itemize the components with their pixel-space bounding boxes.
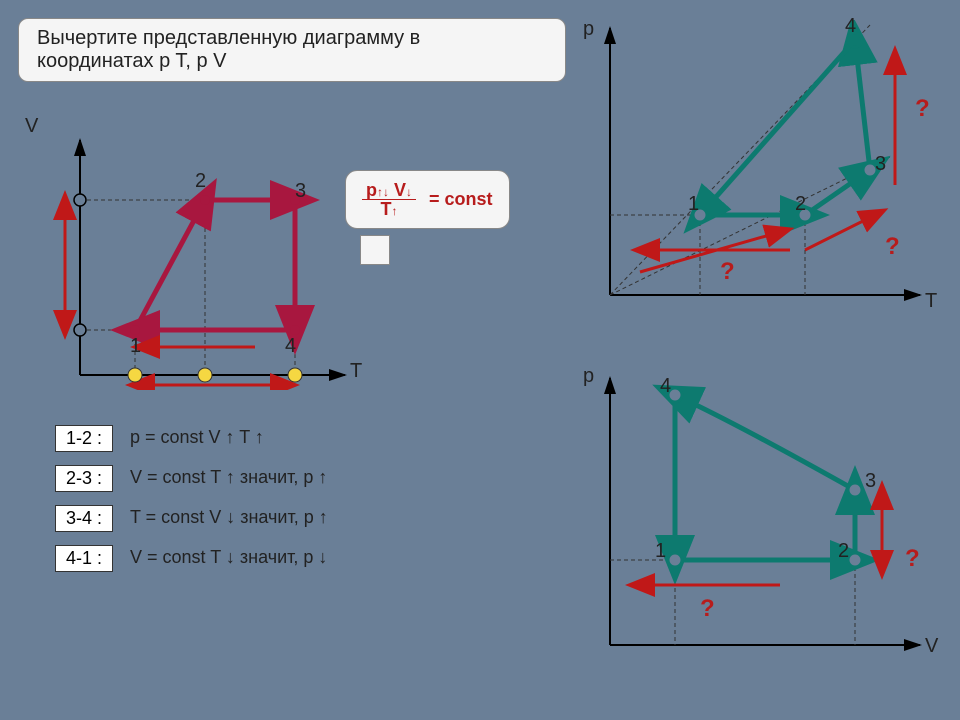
formula-text: = const	[429, 189, 493, 209]
vt-diagram	[45, 130, 365, 390]
pv-q1: ?	[700, 595, 715, 623]
pv-diagram	[580, 370, 940, 680]
task-box: Вычертите представленную диаграмму в коо…	[18, 18, 566, 82]
pv-p2: 2	[838, 540, 849, 563]
step-label-0: 1-2 :	[55, 425, 113, 452]
pt-p2: 2	[795, 193, 806, 216]
step-label-3: 4-1 :	[55, 545, 113, 572]
step-text-1: V = const T ↑ значит, p ↑	[130, 467, 327, 488]
pt-p4: 4	[845, 15, 856, 38]
pv-p4: 4	[660, 375, 671, 398]
vt-ylabel: V	[25, 115, 38, 138]
pv-xlabel: V	[925, 635, 938, 658]
pt-q2: ?	[885, 233, 900, 261]
step-text-0: p = const V ↑ T ↑	[130, 427, 264, 448]
vt-p3: 3	[295, 180, 306, 203]
task-line1: Вычертите представленную диаграмму в	[37, 27, 547, 50]
pt-p3: 3	[875, 153, 886, 176]
pv-p3: 3	[865, 470, 876, 493]
vt-p1: 1	[130, 335, 141, 358]
step-text-2: T = const V ↓ значит, p ↑	[130, 507, 328, 528]
task-line2: координатах p T, p V	[37, 50, 547, 73]
vt-p2: 2	[195, 170, 206, 193]
pt-p1: 1	[688, 193, 699, 216]
step-text-3: V = const T ↓ значит, p ↓	[130, 547, 327, 568]
pv-p1: 1	[655, 540, 666, 563]
formula-box: p↑↓ V↓ T↑ = const	[345, 170, 510, 229]
vt-xlabel: T	[350, 360, 362, 383]
pt-q1: ?	[720, 258, 735, 286]
pv-q2: ?	[905, 545, 920, 573]
vt-p4: 4	[285, 335, 296, 358]
step-label-1: 2-3 :	[55, 465, 113, 492]
pt-q3: ?	[915, 95, 930, 123]
pt-ylabel: p	[583, 18, 594, 41]
step-label-2: 3-4 :	[55, 505, 113, 532]
pv-ylabel: p	[583, 365, 594, 388]
pt-xlabel: T	[925, 290, 937, 313]
